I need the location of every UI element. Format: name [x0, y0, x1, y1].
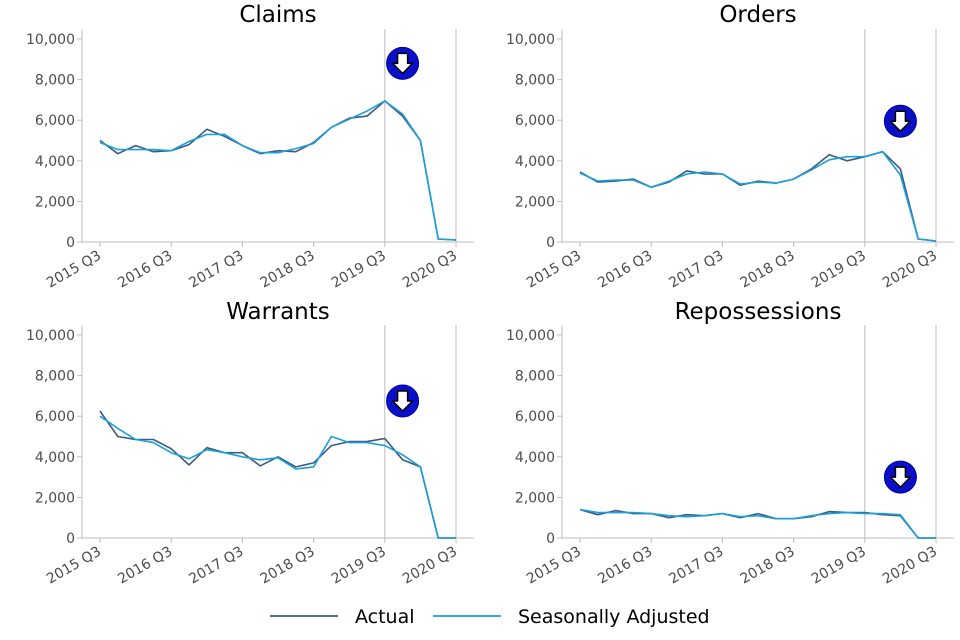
x-tick-label: 2015 Q3	[44, 248, 104, 292]
y-tick-label: 4,000	[515, 450, 555, 466]
series-line-seasonally-adjusted	[99, 415, 456, 539]
chart-legend: Actual Seasonally Adjusted	[270, 606, 710, 628]
y-tick-label: 8,000	[515, 73, 555, 89]
y-tick-label: 0	[546, 235, 555, 251]
legend-label: Actual	[355, 606, 415, 628]
y-tick-label: 2,000	[515, 490, 555, 506]
series-line-seasonally-adjusted	[99, 100, 457, 241]
x-tick-label: 2018 Q3	[258, 248, 318, 292]
chart-panel-orders: Orders 0 2,000 4,000 6,000 8,000 10,000 2015 Q3…	[506, 2, 954, 291]
x-tick-label: 2017 Q3	[186, 248, 246, 292]
y-tick-label: 0	[66, 235, 75, 251]
down-arrow-icon	[883, 104, 917, 138]
y-tick-label: 2,000	[515, 194, 555, 210]
down-arrow-icon-glyph	[391, 52, 414, 75]
x-tick-label: 2018 Q3	[738, 544, 798, 588]
down-arrow-icon-glyph	[391, 390, 414, 412]
x-tick-label: 2019 Q3	[329, 544, 389, 588]
y-tick-label: 6,000	[515, 113, 555, 129]
down-arrow-icon	[386, 384, 420, 418]
series-line-actual	[99, 100, 457, 241]
x-tick-label: 2017 Q3	[666, 248, 726, 292]
x-tick-label: 2016 Q3	[595, 248, 655, 292]
panel-title: Warrants	[226, 299, 330, 325]
legend-label: Seasonally Adjusted	[518, 606, 710, 628]
panel-title: Claims	[239, 2, 316, 28]
y-tick-label: 10,000	[506, 32, 555, 48]
x-tick-label: 2019 Q3	[809, 248, 869, 292]
y-tick-label: 8,000	[515, 369, 555, 385]
y-tick-label: 4,000	[35, 154, 75, 170]
y-tick-label: 8,000	[35, 369, 75, 385]
panel-title: Orders	[719, 2, 796, 28]
chart-panel-warrants: Warrants 0 2,000 4,000 6,000 8,000 10,000 2015 …	[26, 299, 474, 587]
y-tick-label: 6,000	[35, 113, 75, 129]
chart-panel-repossessions: Repossessions 0 2,000 4,000 6,000 8,000 10,000…	[506, 299, 954, 587]
series-line-actual	[99, 410, 456, 539]
y-tick-label: 2,000	[35, 490, 75, 506]
y-tick-label: 2,000	[35, 194, 75, 210]
series-line-actual	[579, 150, 937, 242]
x-tick-label: 2016 Q3	[115, 248, 175, 292]
down-arrow-icon-glyph	[889, 110, 912, 132]
x-tick-label: 2018 Q3	[258, 544, 318, 588]
y-tick-label: 4,000	[35, 450, 75, 466]
x-tick-label: 2019 Q3	[329, 248, 389, 292]
y-tick-label: 4,000	[515, 154, 555, 170]
panel-title: Repossessions	[675, 299, 842, 325]
series-line-seasonally-adjusted	[579, 150, 937, 242]
x-tick-label: 2015 Q3	[44, 544, 104, 588]
y-tick-label: 6,000	[35, 409, 75, 425]
y-tick-label: 0	[546, 531, 555, 547]
x-tick-label: 2020 Q3	[880, 248, 940, 292]
x-tick-label: 2015 Q3	[524, 248, 584, 292]
chart-panel-claims: Claims 0 2,000 4,000 6,000 8,000 10,000 2015 Q3…	[26, 2, 474, 291]
x-tick-label: 2018 Q3	[738, 248, 798, 292]
y-tick-label: 10,000	[26, 32, 75, 48]
y-tick-label: 10,000	[26, 328, 75, 344]
down-arrow-icon-glyph	[889, 466, 912, 488]
down-arrow-icon	[386, 46, 420, 80]
y-tick-label: 0	[66, 531, 75, 547]
y-tick-label: 8,000	[35, 73, 75, 89]
y-tick-label: 6,000	[515, 409, 555, 425]
x-tick-label: 2020 Q3	[400, 544, 460, 588]
series-line-seasonally-adjusted	[579, 508, 936, 539]
x-tick-label: 2017 Q3	[666, 544, 726, 588]
x-tick-label: 2017 Q3	[186, 544, 246, 588]
x-tick-label: 2016 Q3	[115, 544, 175, 588]
x-tick-label: 2020 Q3	[880, 544, 940, 588]
x-tick-label: 2016 Q3	[595, 544, 655, 588]
down-arrow-icon	[883, 460, 917, 494]
x-tick-label: 2015 Q3	[524, 544, 584, 588]
x-tick-label: 2019 Q3	[809, 544, 869, 588]
x-tick-label: 2020 Q3	[400, 248, 460, 292]
y-tick-label: 10,000	[506, 328, 555, 344]
